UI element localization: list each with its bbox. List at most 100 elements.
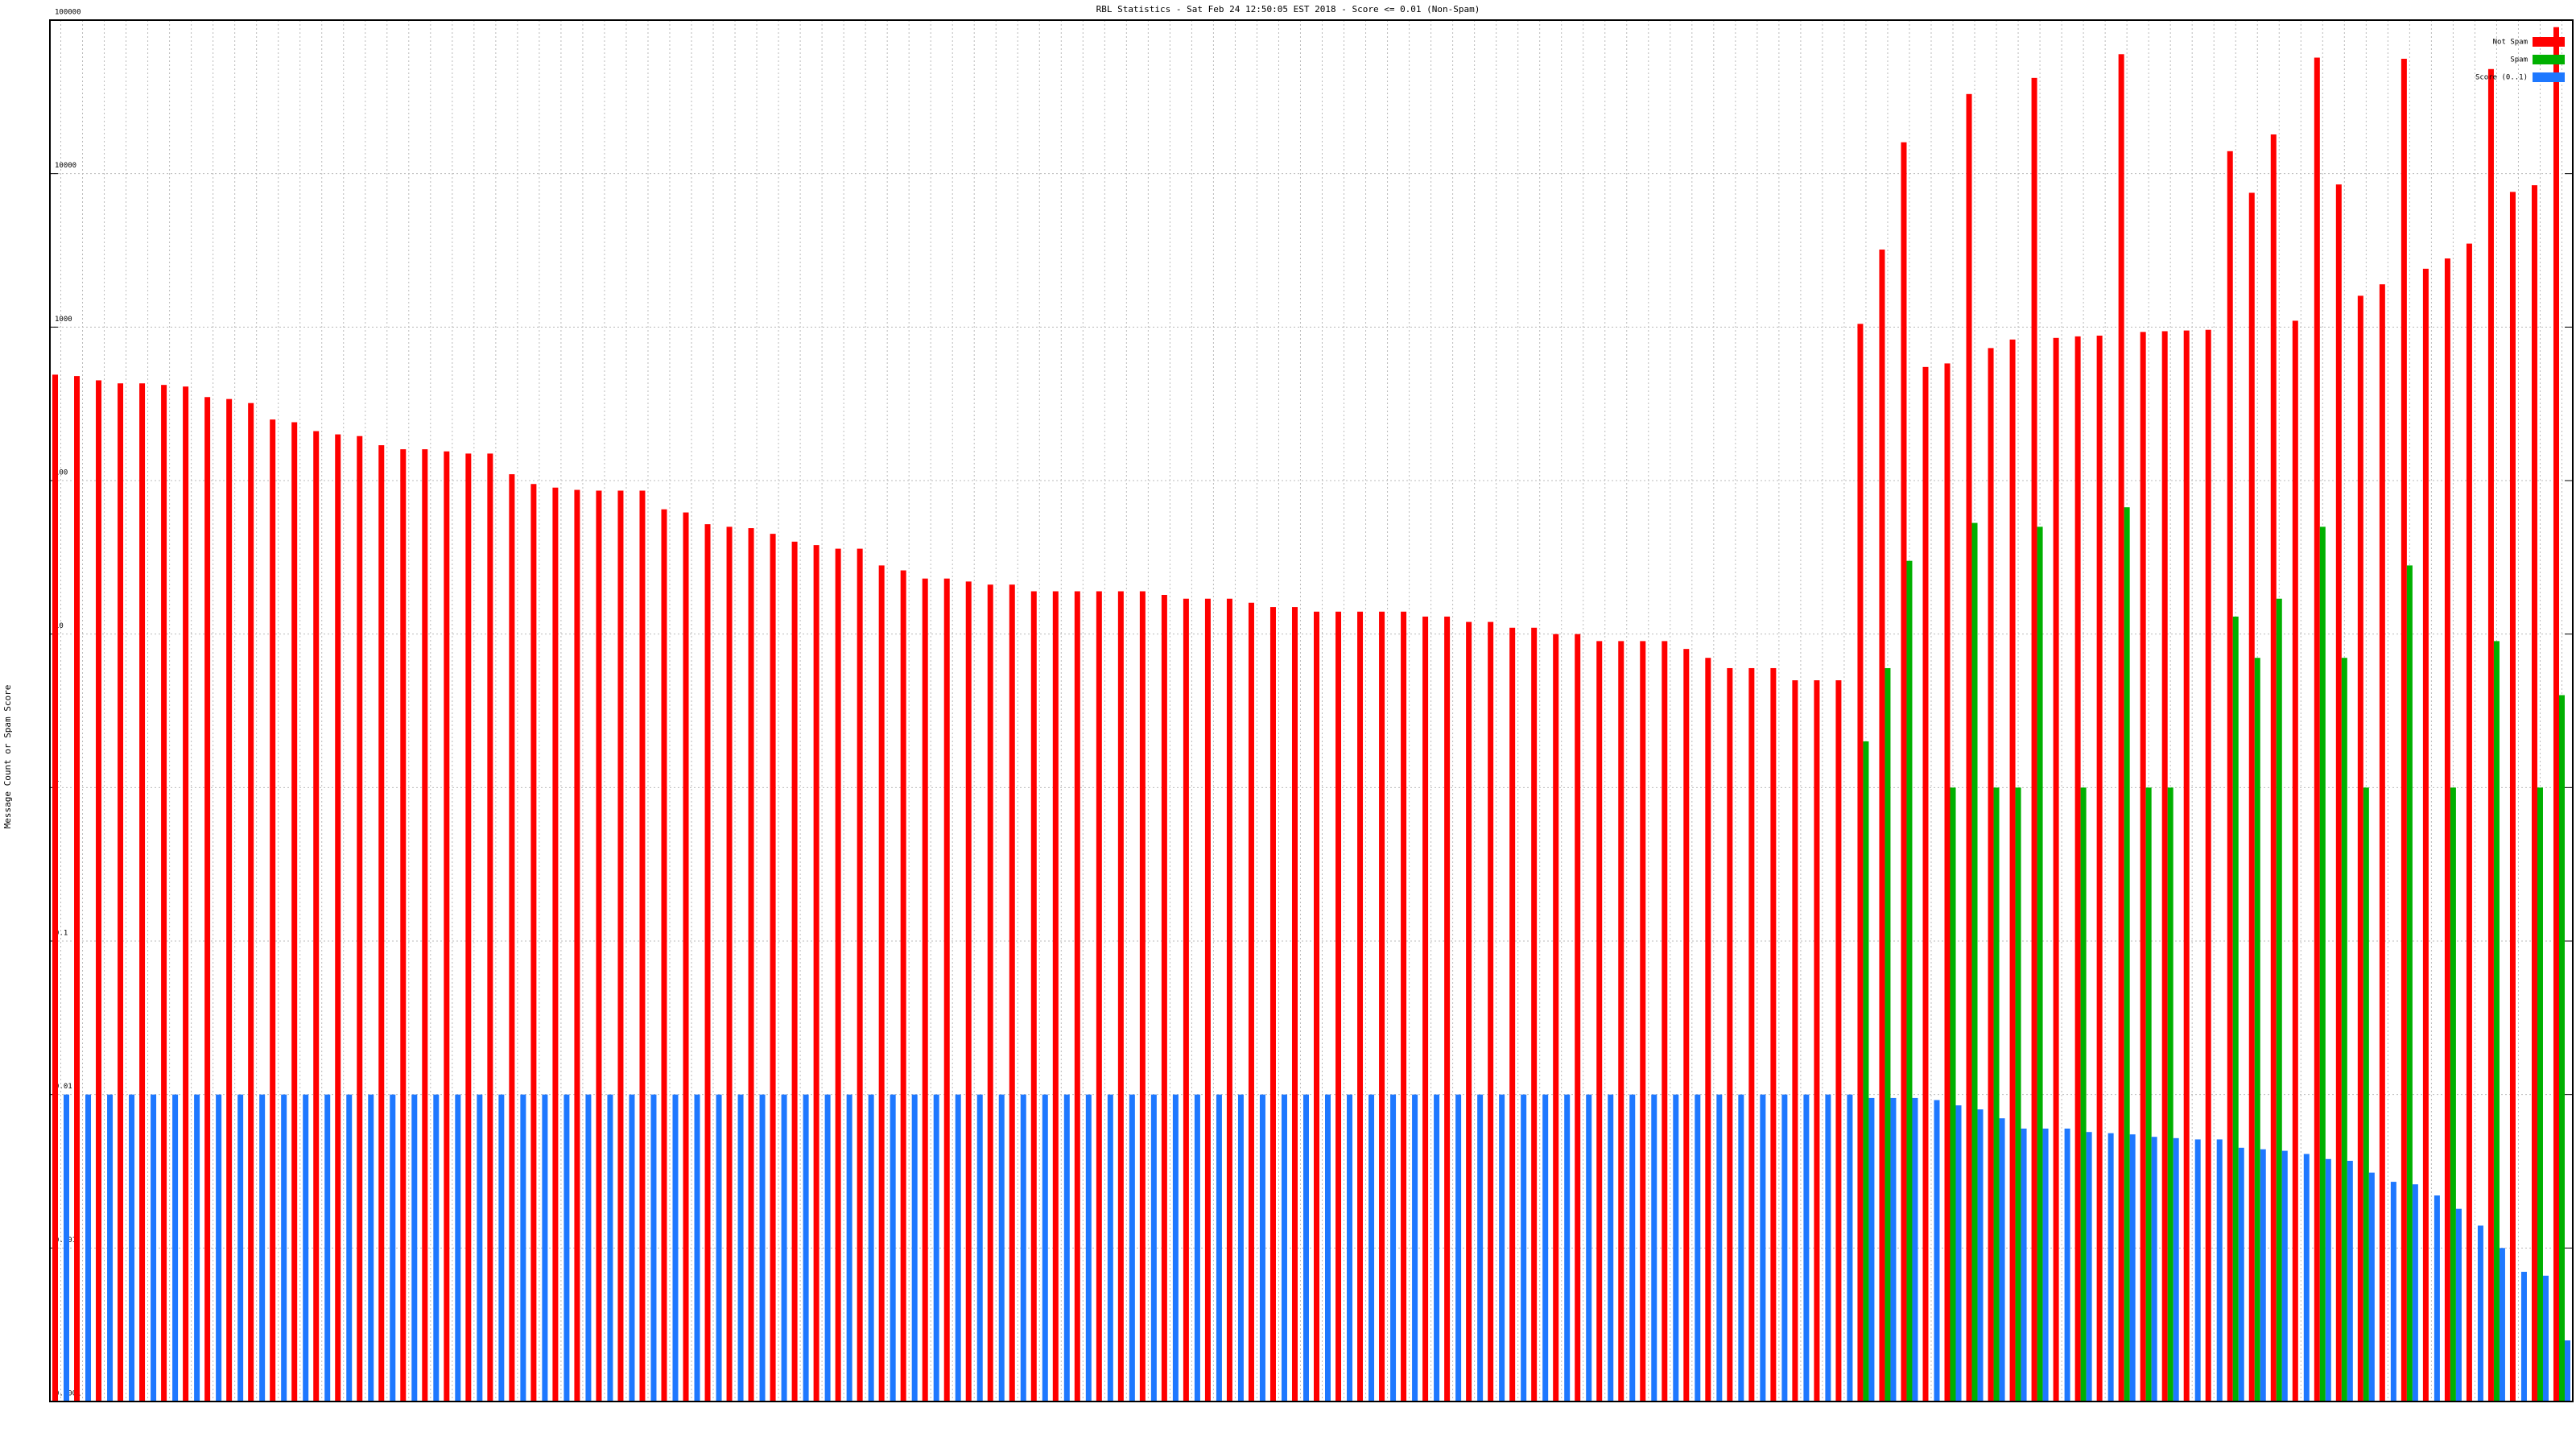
bar xyxy=(1412,1094,1418,1402)
bar xyxy=(313,431,320,1402)
bar xyxy=(2455,1208,2462,1402)
bar xyxy=(1237,1094,1244,1402)
bar xyxy=(1792,680,1798,1402)
y-tick-label: 10000 xyxy=(55,162,76,170)
bar xyxy=(520,1094,526,1402)
bar xyxy=(2009,339,2016,1402)
bar xyxy=(1988,348,1994,1402)
bar xyxy=(2412,1184,2418,1402)
bar xyxy=(433,1094,440,1402)
legend-label: Score (0..1) xyxy=(2475,74,2528,82)
bar xyxy=(1216,1094,1222,1402)
y-tick-label: 0.1 xyxy=(55,930,68,938)
bar xyxy=(1912,1097,1918,1402)
bar xyxy=(1085,1094,1092,1402)
bar xyxy=(1226,598,1232,1402)
bar xyxy=(237,1094,244,1402)
bar xyxy=(465,453,472,1402)
bar xyxy=(2444,258,2450,1402)
bar xyxy=(1269,607,1276,1402)
bar xyxy=(1096,591,1102,1402)
bar xyxy=(151,1094,157,1402)
bar xyxy=(2493,641,2500,1402)
bar xyxy=(2553,27,2559,1402)
bar xyxy=(487,453,493,1402)
bar xyxy=(139,383,146,1402)
bar xyxy=(2401,59,2407,1402)
bar xyxy=(390,1094,396,1402)
bar xyxy=(2080,787,2087,1402)
bar xyxy=(1781,1094,1788,1402)
bar xyxy=(357,436,363,1402)
bar xyxy=(1683,649,1690,1402)
bar xyxy=(791,541,798,1402)
bar xyxy=(857,548,863,1402)
bar xyxy=(2434,1195,2440,1402)
bar xyxy=(2232,616,2239,1402)
bar xyxy=(835,548,841,1402)
bar xyxy=(2276,598,2282,1402)
bar xyxy=(2151,1137,2157,1402)
bar xyxy=(1325,1094,1331,1402)
bar xyxy=(1248,602,1254,1402)
bar xyxy=(2021,1128,2027,1402)
bar xyxy=(1314,611,1320,1402)
bar xyxy=(574,489,580,1402)
bar xyxy=(2499,1248,2505,1402)
bar xyxy=(270,419,276,1402)
bar xyxy=(1890,1097,1897,1402)
bar xyxy=(2031,77,2037,1402)
bar xyxy=(2558,695,2565,1402)
bar xyxy=(2466,243,2472,1402)
bar xyxy=(661,509,667,1402)
bar xyxy=(1803,1094,1810,1402)
bar xyxy=(2537,787,2543,1402)
bar xyxy=(2520,1271,2527,1402)
bar xyxy=(1770,667,1777,1402)
bar xyxy=(2487,68,2494,1402)
bar xyxy=(846,1094,852,1402)
bar xyxy=(922,578,928,1402)
bar xyxy=(1868,1097,1875,1402)
bar xyxy=(1117,591,1124,1402)
bar xyxy=(726,526,733,1402)
bar xyxy=(335,434,341,1402)
y-tick-label: 1000 xyxy=(55,316,72,324)
bar xyxy=(2145,787,2152,1402)
bar xyxy=(1074,591,1080,1402)
bar xyxy=(2183,330,2190,1402)
bar xyxy=(564,1094,570,1402)
bar xyxy=(1662,641,1668,1402)
bar xyxy=(216,1094,222,1402)
bar xyxy=(824,1094,831,1402)
bar xyxy=(1596,641,1603,1402)
bar xyxy=(2542,1275,2549,1402)
bar xyxy=(1673,1094,1679,1402)
legend-swatch xyxy=(2533,55,2565,64)
y-axis-label: Message Count or Spam Score xyxy=(2,685,13,829)
bar xyxy=(1139,591,1146,1402)
bar xyxy=(118,383,124,1402)
bar xyxy=(2205,329,2211,1402)
bar xyxy=(1814,680,1820,1402)
bar xyxy=(2042,1128,2049,1402)
bar xyxy=(1531,627,1538,1402)
bar xyxy=(1542,1094,1549,1402)
bar xyxy=(1993,787,2000,1402)
bar xyxy=(2167,787,2174,1402)
bar xyxy=(585,1094,592,1402)
bar xyxy=(183,386,189,1402)
bar xyxy=(1521,1094,1527,1402)
bar xyxy=(107,1094,114,1402)
bar xyxy=(1183,598,1189,1402)
bar xyxy=(346,1094,353,1402)
bar xyxy=(803,1094,809,1402)
bar xyxy=(259,1094,266,1402)
bar xyxy=(694,1094,700,1402)
bar xyxy=(868,1094,874,1402)
bar xyxy=(1347,1094,1353,1402)
legend-label: Spam xyxy=(2510,56,2528,64)
bar xyxy=(2053,337,2059,1402)
bar xyxy=(1738,1094,1744,1402)
bar xyxy=(1971,522,1978,1402)
